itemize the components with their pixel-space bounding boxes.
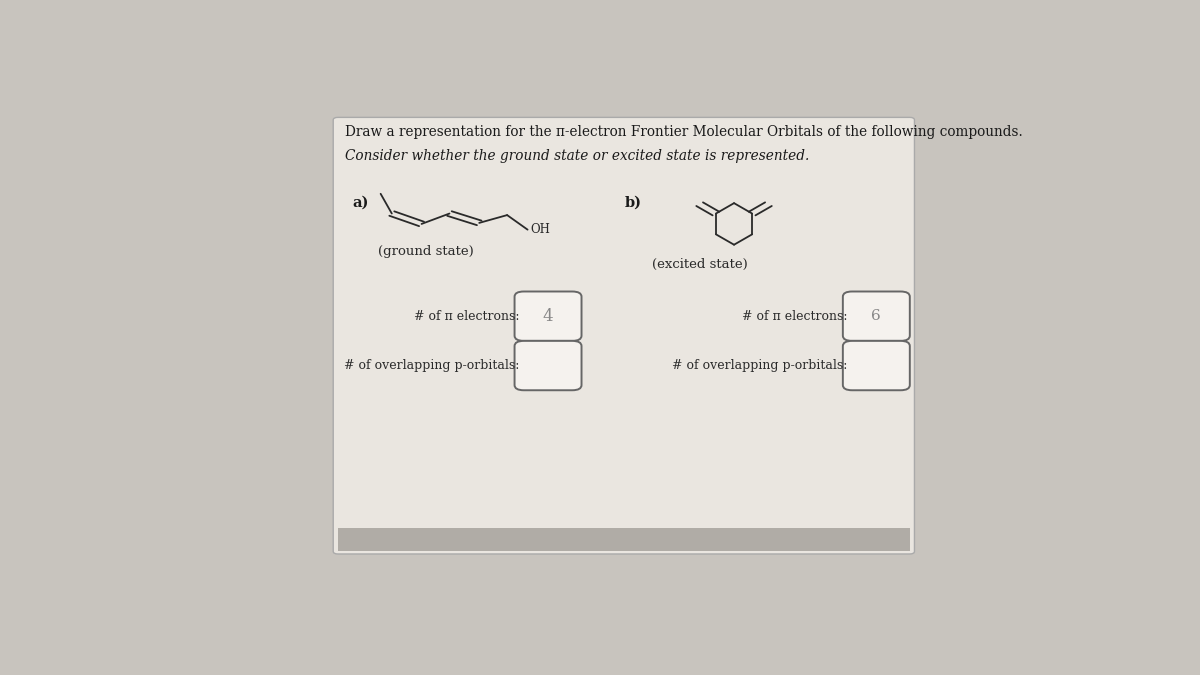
Text: 6: 6 <box>871 309 881 323</box>
Text: OH: OH <box>530 223 551 236</box>
Text: (excited state): (excited state) <box>653 258 748 271</box>
FancyBboxPatch shape <box>334 117 914 554</box>
FancyBboxPatch shape <box>842 341 910 390</box>
FancyBboxPatch shape <box>515 292 582 341</box>
FancyBboxPatch shape <box>842 292 910 341</box>
Text: Draw a representation for the π-electron Frontier Molecular Orbitals of the foll: Draw a representation for the π-electron… <box>346 125 1024 139</box>
Text: (ground state): (ground state) <box>378 245 474 258</box>
Text: # of overlapping p-orbitals:: # of overlapping p-orbitals: <box>344 359 520 372</box>
FancyBboxPatch shape <box>515 341 582 390</box>
Text: 4: 4 <box>542 308 553 325</box>
Text: a): a) <box>353 195 370 209</box>
Text: # of overlapping p-orbitals:: # of overlapping p-orbitals: <box>672 359 847 372</box>
Text: # of π electrons:: # of π electrons: <box>742 310 847 323</box>
Text: b): b) <box>624 195 641 209</box>
Text: Consider whether the ground state or excited state is represented.: Consider whether the ground state or exc… <box>346 148 810 163</box>
Text: # of π electrons:: # of π electrons: <box>414 310 520 323</box>
Bar <box>338 528 910 551</box>
